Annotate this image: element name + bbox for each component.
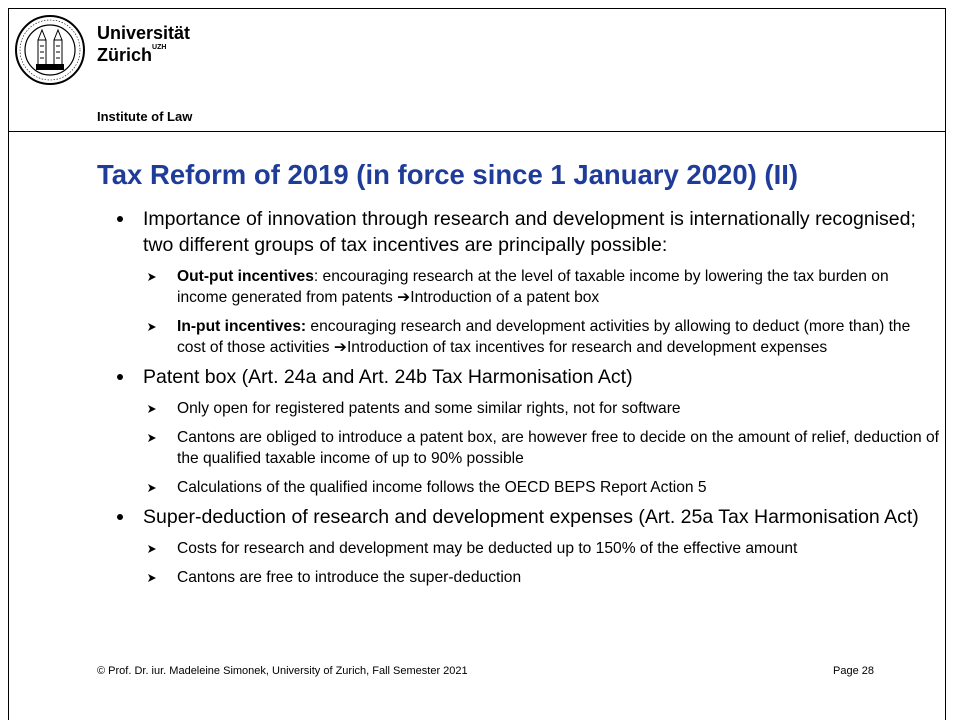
bullet-text: Patent box (Art. 24a and Art. 24b Tax Ha… bbox=[143, 366, 633, 388]
slide-title: Tax Reform of 2019 (in force since 1 Jan… bbox=[97, 159, 799, 190]
sub-bullet-label: In-put incentives: bbox=[177, 318, 307, 335]
sub-bullet-text: Cantons are free to introduce the super-… bbox=[177, 569, 522, 586]
marker-shape bbox=[148, 405, 156, 413]
institute: Institute of Law bbox=[97, 109, 193, 124]
marker-shape bbox=[148, 434, 156, 442]
footer-copyright: © Prof. Dr. iur. Madeleine Simonek, Univ… bbox=[97, 665, 468, 677]
sub-bullet: In-put incentives: encouraging research … bbox=[148, 316, 942, 358]
sub-bullet-marker bbox=[148, 273, 156, 281]
sub-bullet-marker bbox=[148, 405, 156, 413]
bullet-dot bbox=[117, 374, 123, 380]
sub-bullet: Cantons are obliged to introduce a paten… bbox=[148, 427, 942, 469]
bullet-dot bbox=[117, 216, 123, 222]
page-number: Page 28 bbox=[833, 665, 874, 677]
sub-bullet: Out-put incentives: encouraging research… bbox=[148, 266, 942, 308]
sub-bullet-text: Costs for research and development may b… bbox=[177, 540, 798, 557]
header-separator bbox=[8, 131, 946, 132]
sub-bullet-marker bbox=[148, 434, 156, 442]
sub-bullet-text: encouraging research and development act… bbox=[177, 318, 911, 356]
sub-bullet-marker bbox=[148, 484, 156, 492]
university-name: Zürich bbox=[97, 45, 153, 65]
sub-bullet-text: : encouraging research at the level of t… bbox=[177, 268, 889, 306]
university-name: ZürichUZH bbox=[97, 44, 167, 66]
sub-bullet-text: Only open for registered patents and som… bbox=[177, 400, 681, 417]
slide-frame bbox=[8, 8, 946, 720]
sub-bullet: Only open for registered patents and som… bbox=[148, 398, 942, 419]
content: Importance of innovation through researc… bbox=[117, 200, 942, 588]
marker-shape bbox=[148, 545, 156, 553]
sub-bullet-marker bbox=[148, 323, 156, 331]
bullet: Patent box (Art. 24a and Art. 24b Tax Ha… bbox=[117, 364, 942, 390]
bullet-dot bbox=[117, 514, 123, 520]
marker-shape bbox=[148, 574, 156, 582]
sub-bullet-marker bbox=[148, 574, 156, 582]
bullet: Super-deduction of research and developm… bbox=[117, 504, 942, 530]
sub-bullet-marker bbox=[148, 545, 156, 553]
sub-bullet: Cantons are free to introduce the super-… bbox=[148, 567, 942, 588]
sub-bullet-text: Calculations of the qualified income fol… bbox=[177, 479, 707, 496]
university-seal bbox=[15, 15, 85, 85]
bullet-text: Super-deduction of research and developm… bbox=[143, 506, 919, 528]
bullet-text: Importance of innovation through researc… bbox=[143, 208, 916, 256]
marker-shape bbox=[148, 484, 156, 492]
bullet: Importance of innovation through researc… bbox=[117, 206, 942, 258]
marker-shape bbox=[148, 323, 156, 331]
marker-shape bbox=[148, 273, 156, 281]
uzh-mark: UZH bbox=[152, 44, 167, 51]
university-name: Universität bbox=[97, 23, 191, 43]
sub-bullet: Calculations of the qualified income fol… bbox=[148, 477, 942, 498]
sub-bullet: Costs for research and development may b… bbox=[148, 538, 942, 559]
sub-bullet-label: Out-put incentives bbox=[177, 268, 314, 285]
sub-bullet-text: Cantons are obliged to introduce a paten… bbox=[177, 429, 939, 467]
